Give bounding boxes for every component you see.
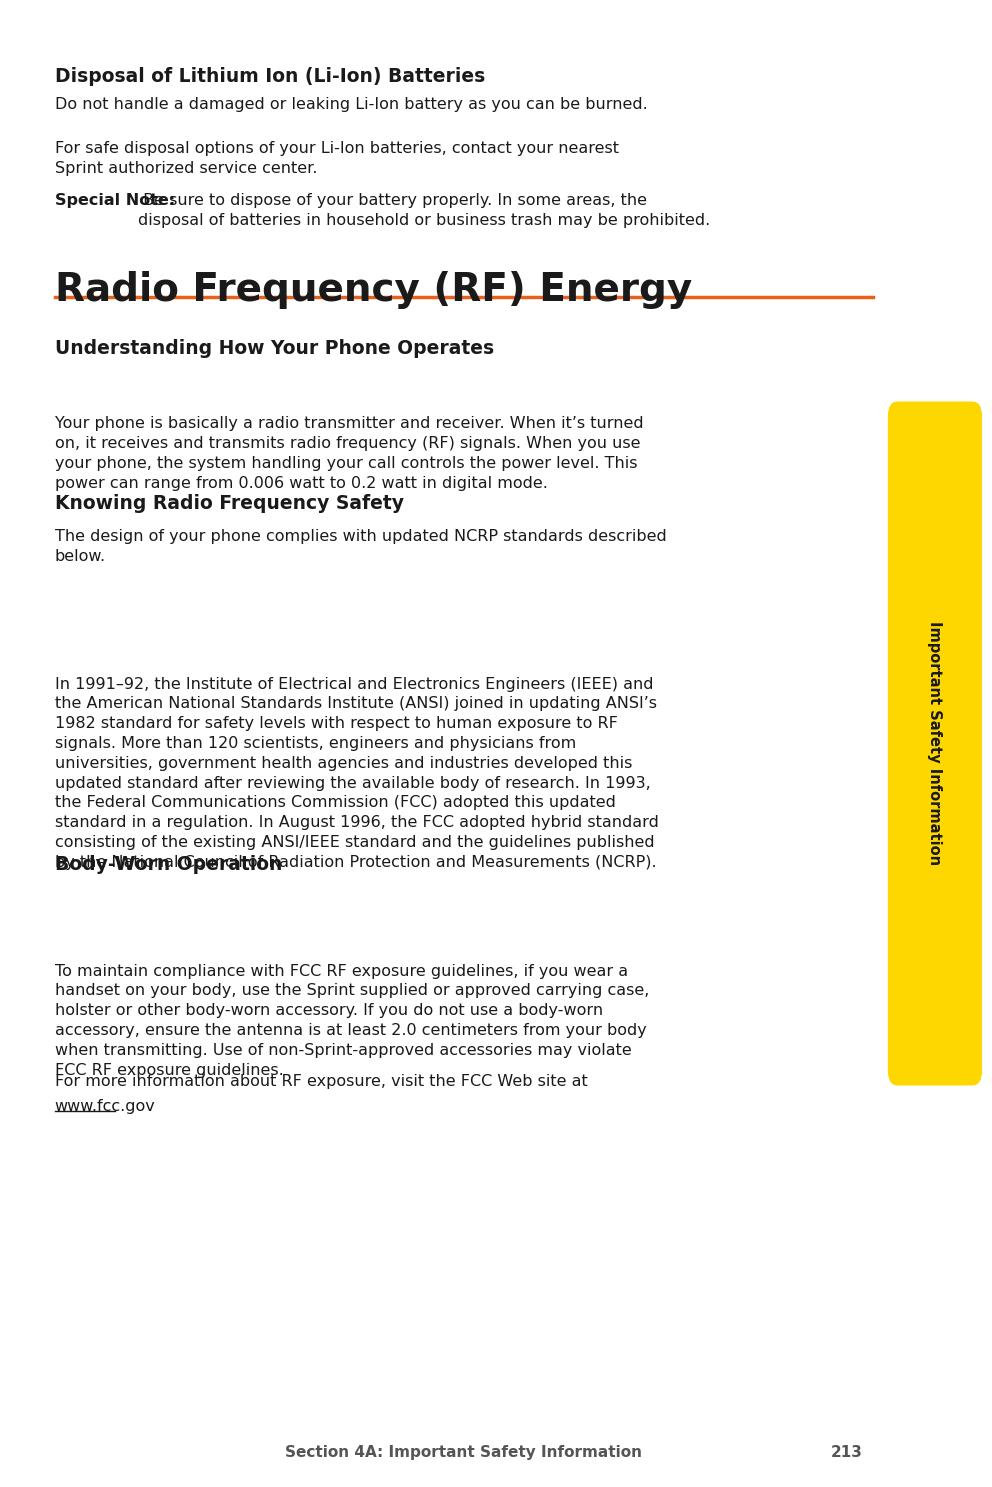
Text: Special Note:: Special Note:	[55, 193, 175, 208]
Text: Body-Worn Operation: Body-Worn Operation	[55, 855, 282, 874]
Text: The design of your phone complies with updated NCRP standards described
below.: The design of your phone complies with u…	[55, 529, 667, 564]
Text: For safe disposal options of your Li-Ion batteries, contact your nearest
Sprint : For safe disposal options of your Li-Ion…	[55, 141, 619, 175]
Text: In 1991–92, the Institute of Electrical and Electronics Engineers (IEEE) and
the: In 1991–92, the Institute of Electrical …	[55, 677, 659, 870]
Text: Section 4A: Important Safety Information: Section 4A: Important Safety Information	[286, 1445, 642, 1460]
Text: www.fcc.gov: www.fcc.gov	[55, 1099, 156, 1114]
Text: Disposal of Lithium Ion (Li-Ion) Batteries: Disposal of Lithium Ion (Li-Ion) Batteri…	[55, 67, 485, 86]
FancyBboxPatch shape	[888, 401, 982, 1086]
Text: To maintain compliance with FCC RF exposure guidelines, if you wear a
handset on: To maintain compliance with FCC RF expos…	[55, 964, 649, 1078]
Text: Your phone is basically a radio transmitter and receiver. When it’s turned
on, i: Your phone is basically a radio transmit…	[55, 416, 643, 491]
Text: Radio Frequency (RF) Energy: Radio Frequency (RF) Energy	[55, 271, 691, 309]
Text: Do not handle a damaged or leaking Li-Ion battery as you can be burned.: Do not handle a damaged or leaking Li-Io…	[55, 97, 648, 112]
Text: For more information about RF exposure, visit the FCC Web site at: For more information about RF exposure, …	[55, 1074, 587, 1088]
Text: Understanding How Your Phone Operates: Understanding How Your Phone Operates	[55, 339, 494, 358]
Text: 213: 213	[831, 1445, 863, 1460]
Text: Knowing Radio Frequency Safety: Knowing Radio Frequency Safety	[55, 494, 404, 513]
Text: Important Safety Information: Important Safety Information	[928, 622, 942, 865]
Text: Be sure to dispose of your battery properly. In some areas, the
disposal of batt: Be sure to dispose of your battery prope…	[138, 193, 710, 228]
